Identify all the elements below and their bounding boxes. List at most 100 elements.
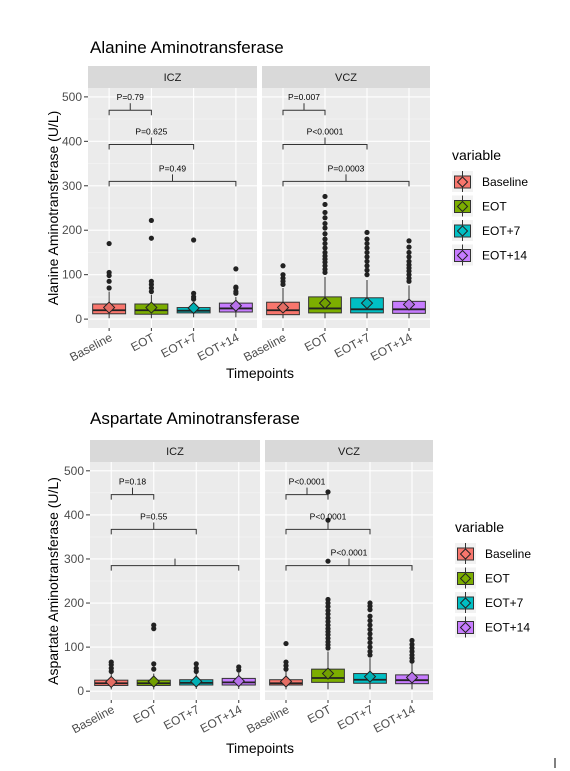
outlier-point: [322, 220, 328, 227]
legend-title: variable: [452, 147, 501, 163]
outlier-point: [364, 249, 370, 256]
mean-marker: [321, 667, 335, 680]
significance-bracket: P=0.79: [108, 92, 152, 116]
x-tick-label: EOT+7: [159, 330, 200, 361]
y-tick-label: 300: [64, 552, 84, 566]
outlier-point: [367, 644, 373, 650]
outlier-point: [406, 275, 412, 281]
x-tick-label: EOT: [131, 702, 160, 726]
panel-strip-label: VCZ: [338, 446, 360, 458]
outlier-point: [322, 249, 328, 256]
outlier-point: [325, 607, 331, 614]
p-value-label: P<0.0001: [331, 548, 368, 558]
outlier-point: [322, 263, 328, 269]
outlier-point: [151, 666, 157, 672]
significance-bracket: P<0.0001: [285, 548, 413, 571]
x-tick-label: EOT+7: [161, 702, 202, 733]
outlier-point: [409, 641, 415, 648]
outlier-point: [280, 263, 286, 269]
legend-key: [455, 592, 476, 613]
x-tick-label: Baseline: [241, 330, 289, 364]
chart-2: Aspartate Aminotransferase 0 100 200 300 400 5…: [45, 409, 531, 756]
box-baseline: [94, 659, 129, 690]
legend: variable Baseline EOT EOT+7 EOT+14: [452, 147, 528, 266]
panel-strip: [88, 66, 257, 88]
chart-1: Alanine Aminotransferase 0 100 200 300 400 500…: [45, 38, 528, 381]
outlier-point: [367, 631, 373, 637]
y-tick-label: 500: [64, 464, 84, 478]
legend-key: [452, 244, 473, 266]
panel-strip: [90, 440, 260, 462]
mean-marker: [145, 301, 158, 314]
p-value-label: P<0.0001: [289, 477, 326, 487]
mean-marker: [360, 296, 374, 310]
box-eot-14: [221, 664, 256, 689]
chart-title: Aspartate Aminotransferase: [90, 409, 300, 428]
x-tick-label: EOT: [302, 330, 331, 354]
mean-marker: [279, 675, 293, 688]
mean-marker: [229, 299, 243, 312]
outlier-point: [193, 665, 199, 671]
box-baseline: [269, 640, 303, 690]
outlier-point: [148, 235, 154, 241]
y-axis-label: Alanine Aminotransferase (U/L): [45, 111, 61, 306]
legend-key-diamond: [456, 200, 469, 213]
outlier-point: [409, 637, 415, 644]
legend-key: [455, 616, 476, 638]
outlier-point: [364, 240, 370, 247]
legend-entry-label: EOT+14: [485, 621, 530, 635]
outlier-point: [148, 217, 154, 224]
outlier-point: [322, 225, 328, 231]
outlier-point: [322, 193, 328, 200]
box-eot-7: [176, 237, 211, 318]
legend-key-diamond: [459, 597, 472, 609]
outlier-point: [364, 229, 370, 236]
p-value-label: P=0.18: [119, 477, 146, 487]
mean-marker: [190, 675, 203, 688]
outlier-point: [364, 236, 370, 242]
legend-entry-label: Baseline: [485, 547, 531, 561]
legend-entry-label: EOT: [485, 572, 510, 586]
outlier-point: [325, 489, 331, 495]
significance-bracket: P=0.625: [108, 126, 195, 150]
outlier-point: [367, 600, 373, 606]
x-tick-label: EOT+7: [335, 702, 376, 733]
outlier-point: [148, 285, 154, 291]
legend-entry-label: EOT+14: [482, 249, 527, 263]
mean-marker: [105, 675, 118, 689]
x-tick-label: EOT+14: [368, 330, 415, 364]
y-tick-label: 300: [62, 179, 82, 193]
significance-bracket: P=0.007: [282, 92, 326, 116]
x-tick-label: EOT+14: [198, 702, 245, 736]
panel-strip-label: VCZ: [335, 72, 357, 84]
box-eot-14: [218, 266, 253, 318]
outlier-point: [367, 648, 373, 655]
legend-entry-label: EOT+7: [485, 596, 524, 610]
mean-marker: [102, 301, 116, 314]
outlier-point: [283, 640, 289, 647]
y-tick-label: 400: [62, 134, 82, 148]
outlier-point: [406, 262, 412, 268]
outlier-point: [364, 245, 370, 251]
outlier-point: [148, 278, 154, 284]
legend-key-diamond: [456, 176, 469, 188]
x-axis-label: Timepoints: [226, 740, 294, 756]
outlier-point: [406, 249, 412, 256]
significance-bracket: P=0.18: [110, 477, 155, 500]
legend-key-diamond: [456, 249, 469, 262]
significance-bracket: P=0.0003: [282, 163, 410, 187]
mean-marker: [276, 301, 290, 314]
legend-entry-label: EOT+7: [482, 224, 521, 238]
outlier-point: [325, 558, 331, 564]
box-eot-7: [350, 229, 384, 319]
x-axis-label: Timepoints: [226, 365, 294, 381]
outlier-point: [367, 613, 373, 619]
outlier-point: [322, 201, 328, 208]
box-eot: [134, 217, 169, 319]
outlier-point: [325, 596, 331, 603]
mean-marker: [405, 671, 419, 684]
legend-key-diamond: [456, 225, 469, 237]
significance-bracket: P=0.55: [110, 511, 197, 535]
outlier-point: [233, 266, 239, 272]
outlier-point: [367, 635, 373, 641]
